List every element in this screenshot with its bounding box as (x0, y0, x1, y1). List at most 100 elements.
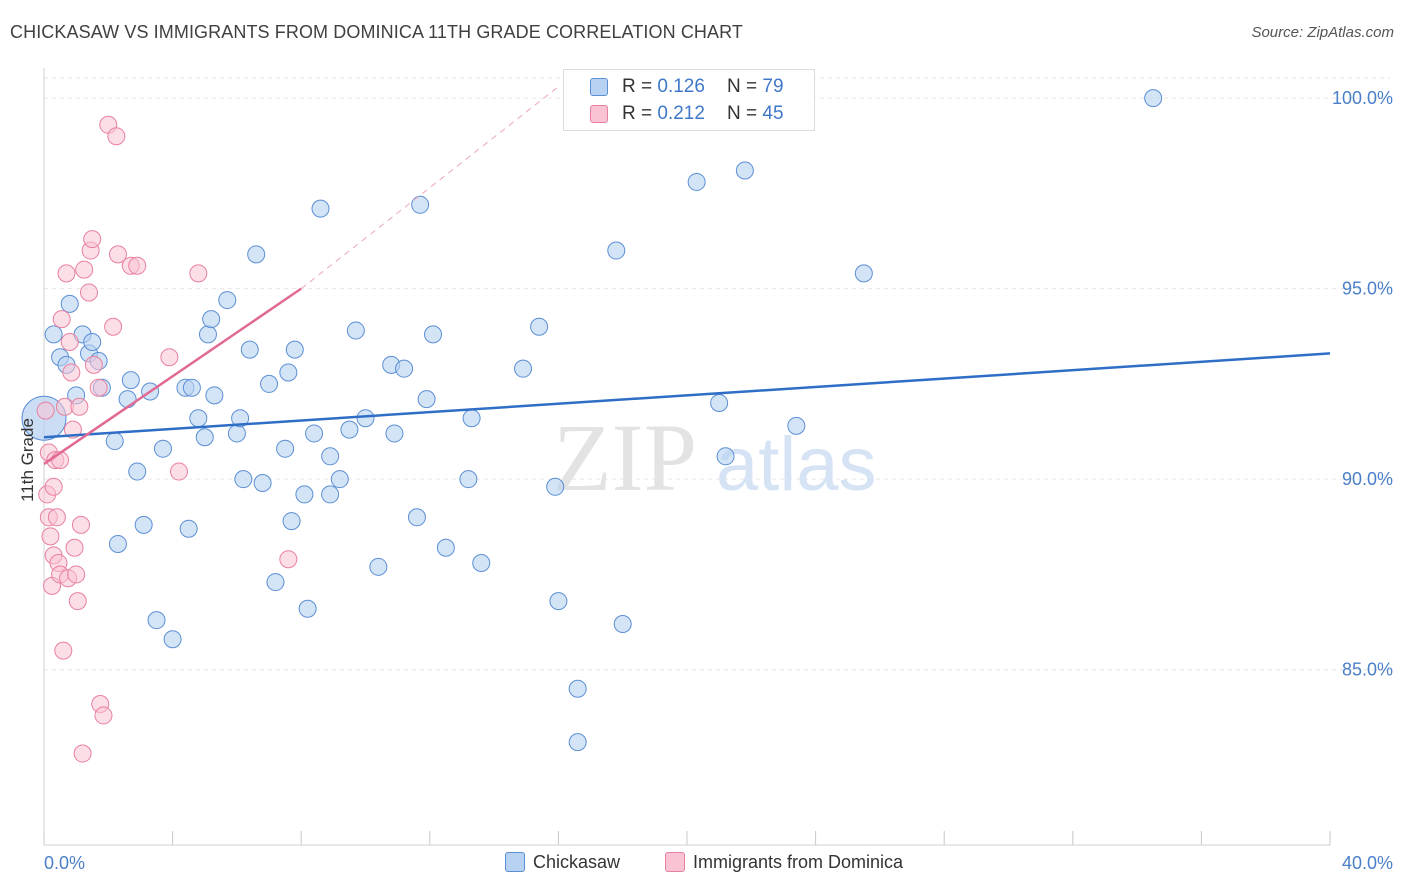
legend-r-value: 0.126 (657, 76, 705, 97)
chickasaw-point (687, 172, 706, 191)
watermark-atlas: atlas (716, 422, 877, 507)
dominica-point (94, 706, 113, 725)
series-swatch-dominica (665, 852, 685, 872)
dominica-point (160, 348, 179, 367)
chickasaw-point (549, 592, 568, 611)
dominica-point (83, 230, 102, 249)
chickasaw-point (424, 325, 443, 344)
dominica-point (71, 515, 90, 534)
legend-swatch-dominica (590, 105, 608, 123)
dominica-point (279, 550, 298, 569)
dominica-point (57, 264, 76, 283)
chickasaw-point (266, 573, 285, 592)
chickasaw-point (189, 409, 208, 428)
series-legend: Chickasaw Immigrants from Dominica (0, 852, 1406, 878)
y-axis-label: 11th Grade (18, 418, 37, 502)
dominica-point (62, 363, 81, 382)
chickasaw-point (279, 363, 298, 382)
chickasaw-point (305, 424, 324, 443)
dominica-point (65, 538, 84, 557)
legend-r-value: 0.212 (657, 103, 705, 124)
chickasaw-point (330, 470, 349, 489)
chickasaw-point (356, 409, 375, 428)
chickasaw-point (83, 332, 102, 351)
dominica-point (47, 508, 66, 527)
chickasaw-point (530, 317, 549, 336)
chickasaw-point (227, 424, 246, 443)
chickasaw-point (568, 733, 587, 752)
chickasaw-point (134, 515, 153, 534)
chickasaw-point (118, 390, 137, 409)
chickasaw-point (411, 195, 430, 214)
chickasaw-point (735, 161, 754, 180)
chickasaw-point (202, 310, 221, 329)
chickasaw-point (182, 378, 201, 397)
chickasaw-point (340, 420, 359, 439)
chickasaw-point (231, 409, 250, 428)
dominica-point (108, 245, 127, 264)
chickasaw-point (710, 393, 729, 412)
legend-n-value: 79 (762, 76, 784, 97)
source-label: Source: ZipAtlas.com (1251, 24, 1394, 41)
watermark: ZIP atlas (553, 404, 877, 511)
legend-r-label: R = (622, 76, 658, 97)
dominica-point (52, 310, 71, 329)
chickasaw-point (568, 679, 587, 698)
chickasaw-trend-line (43, 352, 1331, 439)
dominica-point (75, 260, 94, 279)
chickasaw-point (205, 386, 224, 405)
legend-n-value: 45 (762, 103, 784, 124)
chickasaw-point (44, 325, 63, 344)
legend-swatch-chickasaw (590, 78, 608, 96)
chickasaw-points (21, 89, 1163, 752)
series-label-chickasaw: Chickasaw (533, 852, 621, 872)
chickasaw-point (514, 359, 533, 378)
y-tick-label: 95.0% (1342, 279, 1393, 299)
dominica-point (54, 641, 73, 660)
dominica-point (41, 527, 60, 546)
chickasaw-point (298, 599, 317, 618)
dominica-point (67, 565, 86, 584)
dominica-point (107, 127, 126, 146)
y-tick-label: 100.0% (1332, 88, 1393, 108)
chart-title: CHICKASAW VS IMMIGRANTS FROM DOMINICA 11… (10, 22, 743, 42)
dominica-point (70, 397, 89, 416)
legend-n-label: N = (727, 103, 763, 124)
dominica-point (44, 477, 63, 496)
chickasaw-point (240, 340, 259, 359)
chickasaw-point (285, 340, 304, 359)
chickasaw-point (247, 245, 266, 264)
chickasaw-point (321, 447, 340, 466)
chickasaw-point (369, 557, 388, 576)
legend-n-label: N = (727, 76, 763, 97)
series-swatch-chickasaw (505, 852, 525, 872)
dominica-point (89, 378, 108, 397)
chickasaw-point (436, 538, 455, 557)
chickasaw-point (153, 439, 172, 458)
chickasaw-point (395, 359, 414, 378)
chickasaw-point (128, 462, 147, 481)
dominica-point (80, 283, 99, 302)
legend-r-label: R = (622, 103, 658, 124)
chickasaw-point (385, 424, 404, 443)
dominica-point (189, 264, 208, 283)
chickasaw-point (108, 534, 127, 553)
chickasaw-point (311, 199, 330, 218)
chickasaw-point (607, 241, 626, 260)
chickasaw-point (1144, 89, 1163, 108)
correlation-legend: R = 0.126 N = 79 R = 0.212 N = 45 (563, 69, 815, 131)
dominica-point (73, 744, 92, 763)
watermark-zip: ZIP (553, 404, 697, 511)
dominica-point (68, 592, 87, 611)
series-label-dominica: Immigrants from Dominica (693, 852, 904, 872)
tick-labels: 85.0% 90.0% 95.0% 100.0% 0.0% 40.0% (44, 88, 1393, 873)
chickasaw-point (282, 512, 301, 531)
series-legend-dominica: Immigrants from Dominica (665, 852, 903, 873)
trend-lines (43, 86, 1331, 465)
y-tick-label: 90.0% (1342, 469, 1393, 489)
dominica-point (128, 256, 147, 275)
dominica-points (36, 115, 298, 763)
chickasaw-point (546, 477, 565, 496)
chickasaw-point (195, 428, 214, 447)
